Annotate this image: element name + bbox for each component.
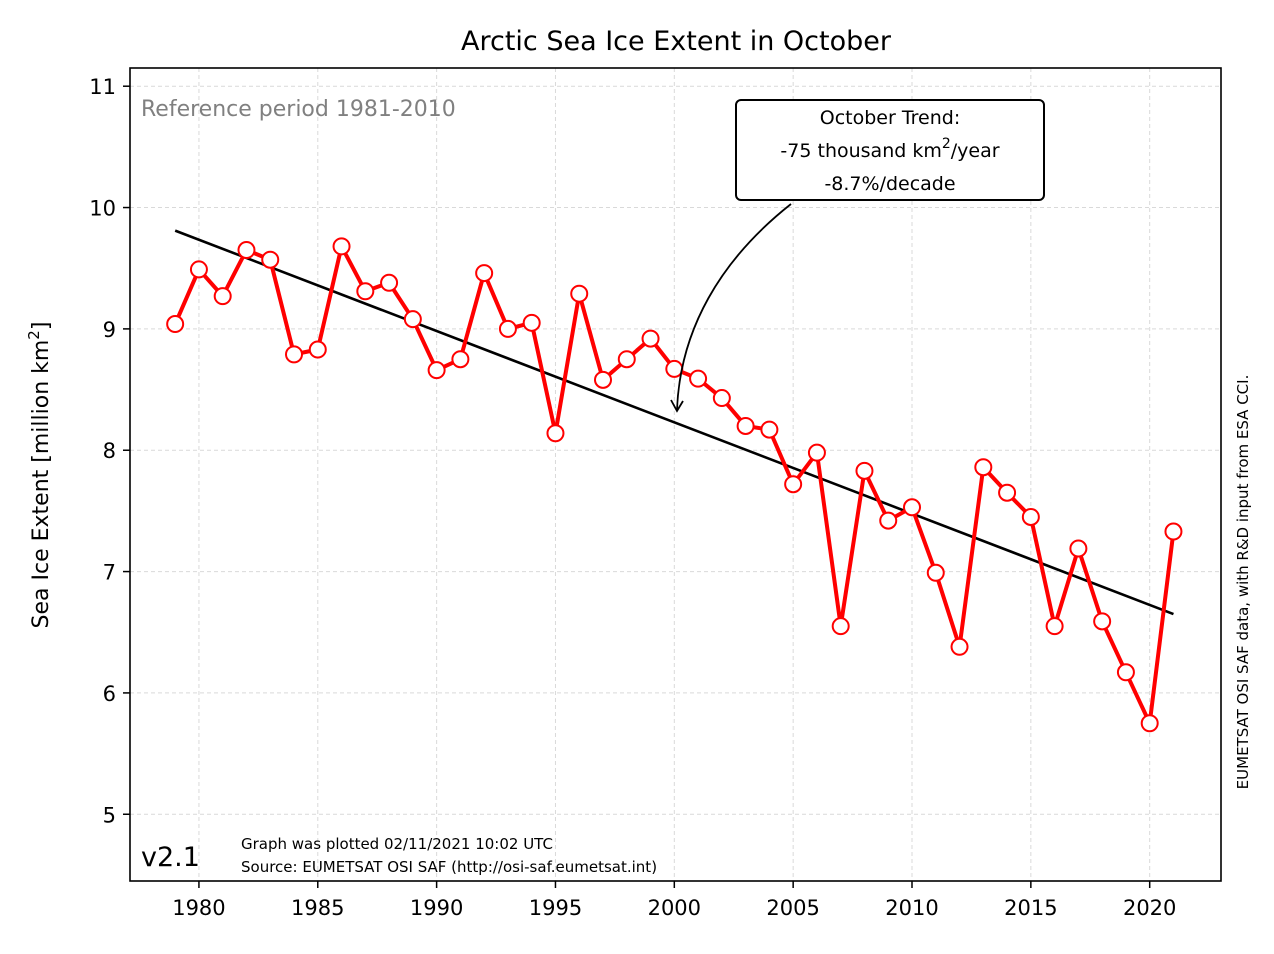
data-point — [332, 237, 351, 256]
y-tick-label: 8 — [103, 439, 116, 463]
data-point — [641, 329, 660, 348]
x-tick-label: 1990 — [410, 896, 463, 920]
data-point — [1116, 663, 1135, 682]
trend-arrow-head — [670, 399, 684, 413]
grid-lines — [130, 68, 1221, 881]
data-point — [736, 416, 755, 435]
trend-line — [174, 229, 1174, 616]
data-point — [974, 458, 993, 477]
data-point — [1164, 522, 1183, 541]
x-tick-label: 2000 — [648, 896, 701, 920]
data-point — [166, 315, 185, 334]
y-tick-label: 10 — [89, 197, 116, 221]
data-point — [1140, 714, 1159, 733]
data-point — [285, 345, 304, 364]
trend-box — [735, 99, 1045, 201]
x-tick-label: 2005 — [766, 896, 819, 920]
data-point — [427, 361, 446, 380]
data-point — [546, 424, 565, 443]
data-point — [308, 340, 327, 359]
data-point — [261, 250, 280, 269]
data-point — [403, 310, 422, 329]
data-point — [189, 260, 208, 279]
data-point — [998, 483, 1017, 502]
data-point — [451, 350, 470, 369]
data-point — [879, 511, 898, 530]
trend-annotation: October Trend: -75 thousand km2/year -8.… — [670, 99, 1045, 413]
data-point — [760, 420, 779, 439]
x-tick-label: 1985 — [291, 896, 344, 920]
trend-line-2: -75 thousand km2/year — [780, 136, 999, 162]
data-point — [522, 313, 541, 332]
x-tick-label: 2020 — [1123, 896, 1176, 920]
data-point — [356, 282, 375, 301]
data-point — [1021, 507, 1040, 526]
x-tick-label: 1980 — [172, 896, 225, 920]
trend-layer — [174, 229, 1174, 616]
data-point — [831, 617, 850, 636]
data-point — [617, 350, 636, 369]
data-point — [665, 359, 684, 378]
data-point — [950, 637, 969, 656]
data-point — [1093, 612, 1112, 631]
trend-line-3: -8.7%/decade — [824, 173, 955, 195]
data-point — [213, 287, 232, 306]
data-point — [926, 563, 945, 582]
data-point — [237, 241, 256, 260]
y-axis-label: Sea Ice Extent [million km2] — [25, 322, 54, 629]
data-point — [855, 461, 874, 480]
data-point — [570, 284, 589, 303]
trend-line-1: October Trend: — [820, 107, 960, 129]
y-tick-label: 9 — [103, 318, 116, 342]
series-layer — [166, 237, 1183, 733]
data-point — [712, 389, 731, 408]
data-point — [689, 369, 708, 388]
y-tick-label: 11 — [89, 75, 116, 99]
chart-title: Arctic Sea Ice Extent in October — [461, 26, 892, 57]
data-point — [807, 443, 826, 462]
side-note: EUMETSAT OSI SAF data, with R&D input fr… — [1234, 375, 1252, 790]
x-tick-label: 2010 — [885, 896, 938, 920]
data-point — [1045, 617, 1064, 636]
data-point — [594, 370, 613, 389]
data-point — [1069, 539, 1088, 558]
data-point — [498, 319, 517, 338]
x-tick-label: 1995 — [529, 896, 582, 920]
data-point — [475, 264, 494, 283]
x-tick-label: 2015 — [1004, 896, 1057, 920]
y-tick-label: 6 — [103, 682, 116, 706]
tick-marks: 1980 1985 1990 1995 2000 2005 2010 2015 2020 5 6 7 8… — [89, 75, 1176, 920]
y-tick-label: 5 — [103, 803, 116, 827]
source-note: Source: EUMETSAT OSI SAF (http://osi-saf… — [241, 858, 657, 876]
data-point — [380, 273, 399, 292]
reference-period-text: Reference period 1981-2010 — [141, 97, 456, 122]
data-point — [784, 475, 803, 494]
version-label: v2.1 — [141, 842, 200, 873]
plot-frame — [129, 67, 1222, 882]
plotted-note: Graph was plotted 02/11/2021 10:02 UTC — [241, 835, 553, 853]
data-point — [903, 498, 922, 517]
trend-arrow — [676, 203, 792, 411]
y-tick-label: 7 — [103, 561, 116, 585]
